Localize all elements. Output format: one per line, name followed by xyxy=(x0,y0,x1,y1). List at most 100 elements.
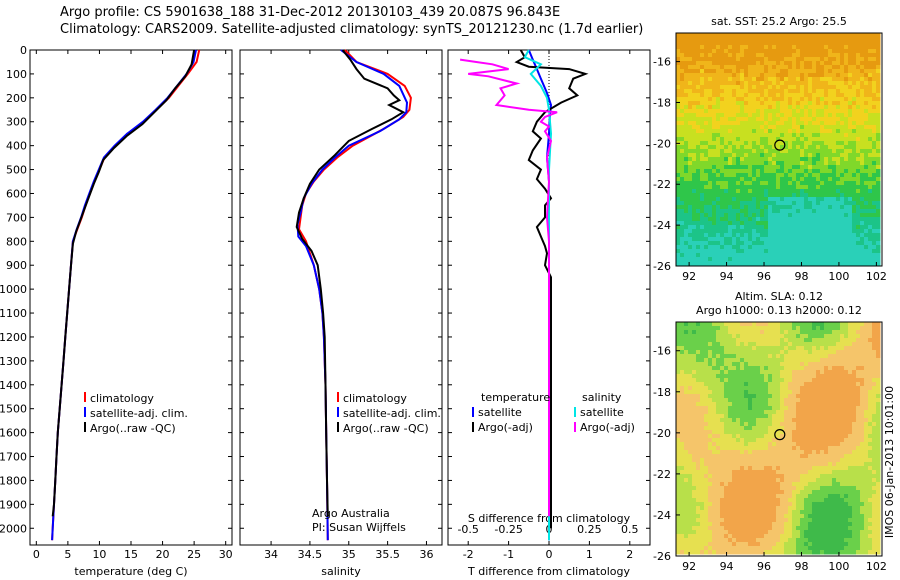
heat-cell xyxy=(852,394,857,399)
heat-cell xyxy=(748,133,753,138)
heat-cell xyxy=(744,233,749,238)
heat-cell xyxy=(808,145,813,150)
heat-cell xyxy=(876,177,881,182)
heat-cell xyxy=(752,157,757,162)
heat-cell xyxy=(676,350,681,355)
heat-cell xyxy=(852,446,857,451)
heat-cell xyxy=(836,153,841,158)
heat-cell xyxy=(700,133,705,138)
heat-cell xyxy=(772,430,777,435)
heat-cell xyxy=(772,217,777,222)
heat-cell xyxy=(744,149,749,154)
heat-cell xyxy=(684,229,689,234)
heat-cell xyxy=(816,117,821,122)
heat-cell xyxy=(680,93,685,98)
heat-cell xyxy=(848,257,853,262)
heat-cell xyxy=(716,41,721,46)
heat-cell xyxy=(800,322,805,327)
heat-cell xyxy=(860,225,865,230)
heat-cell xyxy=(680,406,685,411)
heat-cell xyxy=(836,81,841,86)
heat-cell xyxy=(712,422,717,427)
heat-cell xyxy=(848,133,853,138)
heat-cell xyxy=(868,410,873,415)
heat-cell xyxy=(724,133,729,138)
heat-cell xyxy=(864,326,869,331)
heat-cell xyxy=(852,65,857,70)
heat-cell xyxy=(876,442,881,447)
heat-cell xyxy=(772,245,777,250)
heat-cell xyxy=(780,446,785,451)
heat-cell xyxy=(848,221,853,226)
heat-cell xyxy=(872,97,877,102)
heat-cell xyxy=(700,85,705,90)
heat-cell xyxy=(744,402,749,407)
heat-cell xyxy=(864,97,869,102)
heat-cell xyxy=(860,322,865,327)
heat-cell xyxy=(796,141,801,146)
heat-cell xyxy=(684,454,689,459)
heat-cell xyxy=(692,125,697,130)
heat-cell xyxy=(688,350,693,355)
heat-cell xyxy=(828,145,833,150)
heat-cell xyxy=(848,85,853,90)
heat-cell xyxy=(688,229,693,234)
heat-cell xyxy=(764,322,769,327)
heat-cell xyxy=(820,338,825,343)
heat-cell xyxy=(824,201,829,206)
heat-cell xyxy=(696,402,701,407)
heat-cell xyxy=(804,322,809,327)
heat-cell xyxy=(740,81,745,86)
heat-cell xyxy=(848,197,853,202)
heat-cell xyxy=(796,261,801,266)
heat-cell xyxy=(824,193,829,198)
heat-cell xyxy=(692,229,697,234)
heat-cell xyxy=(824,229,829,234)
heat-cell xyxy=(748,342,753,347)
heat-cell xyxy=(716,454,721,459)
heat-cell xyxy=(804,362,809,367)
heat-cell xyxy=(704,245,709,250)
heat-cell xyxy=(792,77,797,82)
heat-cell xyxy=(836,121,841,126)
heat-cell xyxy=(760,334,765,339)
heat-cell xyxy=(848,105,853,110)
heat-cell xyxy=(704,181,709,186)
heat-cell xyxy=(700,49,705,54)
heat-cell xyxy=(816,169,821,174)
heat-cell xyxy=(724,358,729,363)
heat-cell xyxy=(840,93,845,98)
heat-cell xyxy=(852,45,857,50)
heat-cell xyxy=(748,370,753,375)
heat-cell xyxy=(848,434,853,439)
heat-cell xyxy=(860,442,865,447)
heat-cell xyxy=(864,418,869,423)
heat-cell xyxy=(796,374,801,379)
heat-cell xyxy=(696,406,701,411)
heat-cell xyxy=(744,221,749,226)
heat-cell xyxy=(720,378,725,383)
heat-cell xyxy=(776,209,781,214)
heat-cell xyxy=(732,105,737,110)
heat-cell xyxy=(860,121,865,126)
heat-cell xyxy=(772,386,777,391)
heat-cell xyxy=(716,229,721,234)
heat-cell xyxy=(796,366,801,371)
heat-cell xyxy=(696,390,701,395)
heat-cell xyxy=(788,217,793,222)
heat-cell xyxy=(676,398,681,403)
heat-cell xyxy=(796,181,801,186)
heat-cell xyxy=(704,213,709,218)
heat-cell xyxy=(876,422,881,427)
heat-cell xyxy=(856,61,861,66)
heat-cell xyxy=(784,37,789,42)
heat-cell xyxy=(756,338,761,343)
heat-cell xyxy=(692,121,697,126)
heat-cell xyxy=(856,410,861,415)
heat-cell xyxy=(852,322,857,327)
heat-cell xyxy=(692,402,697,407)
heat-cell xyxy=(784,438,789,443)
heat-cell xyxy=(684,53,689,58)
heat-cell xyxy=(748,33,753,38)
heat-cell xyxy=(876,257,881,262)
